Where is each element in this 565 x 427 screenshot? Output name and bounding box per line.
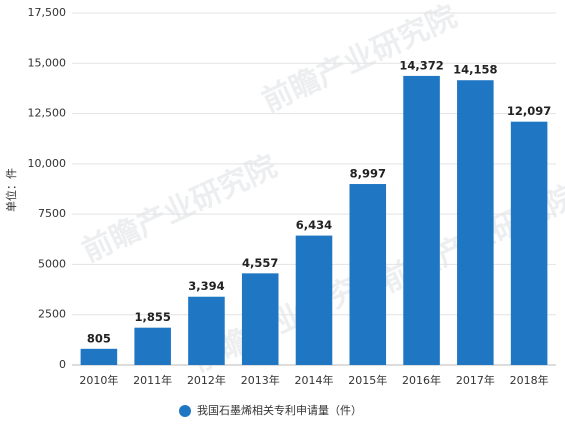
x-tick-label: 2017年 — [456, 373, 495, 387]
bar — [349, 184, 387, 365]
bar — [403, 75, 440, 366]
value-label: 14,372 — [399, 58, 443, 72]
x-tick-label: 2010年 — [79, 373, 118, 387]
value-label: 1,855 — [134, 310, 170, 324]
x-tick-label: 2014年 — [295, 373, 334, 387]
x-tick-label: 2015年 — [348, 373, 387, 387]
bar — [457, 80, 494, 366]
value-label: 805 — [87, 331, 111, 345]
y-axis-label: 单位：件 — [4, 168, 18, 212]
value-label: 14,158 — [453, 63, 497, 77]
value-label: 6,434 — [296, 218, 332, 232]
value-label: 3,394 — [188, 279, 224, 293]
bar — [241, 273, 279, 365]
watermark: 前瞻产业研究院 — [77, 149, 282, 269]
bar — [510, 121, 548, 365]
bar — [188, 296, 225, 365]
legend-label: 我国石墨烯相关专利申请量（件） — [197, 403, 362, 417]
x-tick-label: 2012年 — [187, 373, 226, 387]
y-tick-label: 0 — [59, 358, 66, 371]
value-label: 8,997 — [350, 167, 386, 181]
x-tick-label: 2013年 — [241, 373, 280, 387]
x-tick-label: 2016年 — [402, 373, 441, 387]
x-tick-label: 2018年 — [510, 373, 549, 387]
y-tick-label: 7500 — [38, 207, 66, 220]
bar — [134, 327, 171, 365]
bar — [295, 235, 333, 365]
value-label: 4,557 — [242, 256, 278, 270]
x-tick-label: 2011年 — [133, 373, 172, 387]
y-tick-label: 12,500 — [28, 107, 67, 120]
legend-marker — [179, 405, 191, 417]
y-tick-label: 15,000 — [28, 56, 67, 69]
y-tick-label: 10,000 — [28, 157, 67, 170]
y-tick-label: 2500 — [38, 308, 66, 321]
value-label: 12,097 — [507, 104, 551, 118]
y-tick-label: 17,500 — [28, 6, 67, 19]
bar — [80, 348, 118, 365]
y-tick-label: 5000 — [38, 257, 66, 270]
